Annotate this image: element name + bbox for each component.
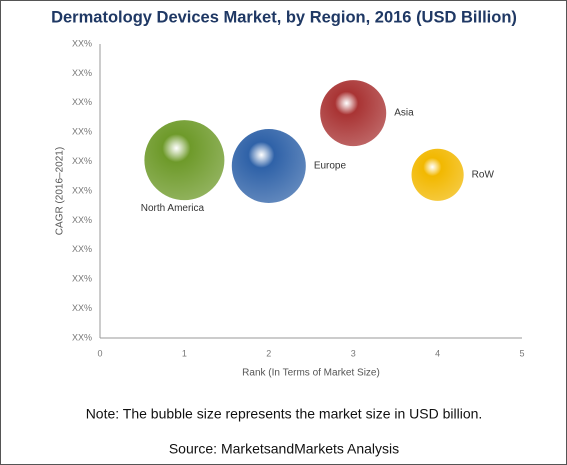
x-tick-label: 5 bbox=[519, 348, 524, 358]
y-tick-label: XX% bbox=[72, 244, 92, 254]
y-tick-label: XX% bbox=[72, 38, 92, 48]
y-axis-label: CAGR (2016–2021) bbox=[55, 147, 66, 235]
x-axis-label: Rank (In Terms of Market Size) bbox=[242, 368, 380, 379]
bubble bbox=[320, 80, 387, 147]
y-tick-label: XX% bbox=[72, 156, 92, 166]
bubble-label: Europe bbox=[314, 161, 347, 172]
y-tick-label: XX% bbox=[72, 185, 92, 195]
bubble-label: Asia bbox=[394, 108, 414, 119]
y-tick-label: XX% bbox=[72, 274, 92, 284]
source: Source: MarketsandMarkets Analysis bbox=[169, 441, 399, 457]
bubble bbox=[411, 148, 464, 201]
y-tick-label: XX% bbox=[72, 332, 92, 342]
bubble-label: North America bbox=[141, 203, 205, 214]
x-tick-label: 2 bbox=[266, 348, 271, 358]
x-tick-label: 0 bbox=[97, 348, 102, 358]
chart-title: Dermatology Devices Market, by Region, 2… bbox=[51, 8, 517, 26]
x-tick-label: 3 bbox=[351, 348, 356, 358]
y-tick-label: XX% bbox=[72, 215, 92, 225]
x-tick-label: 4 bbox=[435, 348, 440, 358]
bubble bbox=[144, 120, 225, 201]
bubble-label: RoW bbox=[472, 169, 495, 180]
y-tick-label: XX% bbox=[72, 68, 92, 78]
x-tick-label: 1 bbox=[182, 348, 187, 358]
note: Note: The bubble size represents the mar… bbox=[86, 406, 483, 422]
y-tick-label: XX% bbox=[72, 97, 92, 107]
y-tick-label: XX% bbox=[72, 127, 92, 137]
y-tick-label: XX% bbox=[72, 303, 92, 313]
bubble bbox=[231, 128, 306, 204]
